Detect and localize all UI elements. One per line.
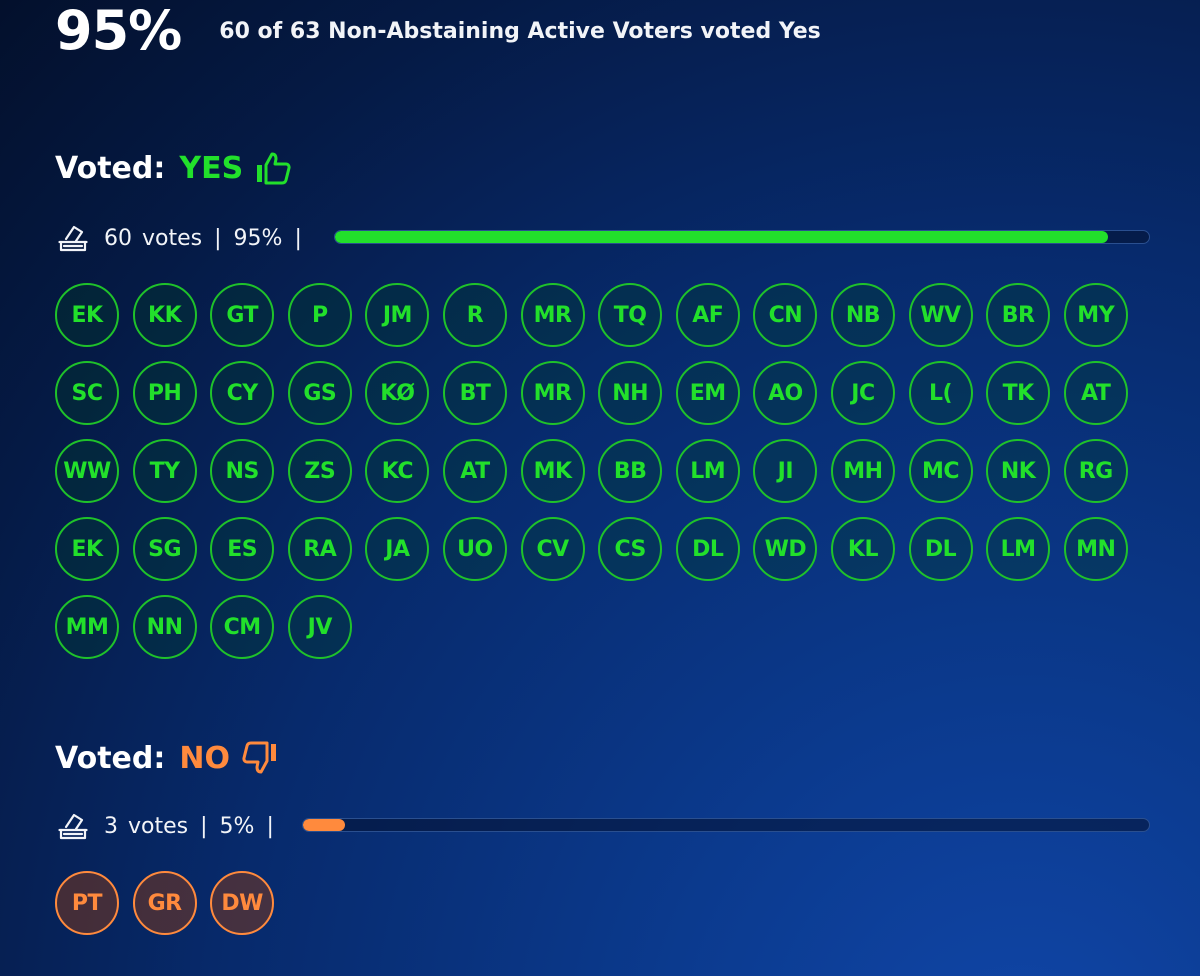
voted-label: Voted: — [55, 150, 166, 186]
yes-voter-chip[interactable]: LM — [675, 439, 740, 503]
yes-voter-chip[interactable]: JV — [287, 595, 352, 659]
yes-section-title: Voted: YES — [55, 148, 291, 188]
yes-voter-chip[interactable]: MH — [830, 439, 895, 503]
yes-voter-chip[interactable]: WV — [908, 283, 973, 347]
yes-voter-chip[interactable]: EK — [55, 283, 119, 347]
yes-voter-chip[interactable]: WD — [753, 517, 818, 581]
yes-voter-chip[interactable]: JC — [830, 361, 895, 425]
yes-voter-chip[interactable]: AF — [675, 283, 740, 347]
separator: | — [294, 225, 302, 251]
yes-progress-bar — [334, 230, 1150, 244]
separator: | — [214, 225, 222, 251]
yes-stats-row: 60 votes | 95% | — [58, 223, 314, 253]
yes-voter-chip[interactable]: CS — [598, 517, 663, 581]
yes-voter-chip[interactable]: NK — [986, 439, 1051, 503]
yes-voter-chip[interactable]: GT — [210, 283, 275, 347]
yes-voter-chip[interactable]: JA — [365, 517, 430, 581]
yes-voter-chip[interactable]: DL — [675, 517, 740, 581]
yes-voter-chip[interactable]: NH — [598, 361, 663, 425]
yes-voter-chip[interactable]: MY — [1063, 283, 1128, 347]
yes-votes-word: votes — [142, 225, 203, 251]
no-votes-word: votes — [128, 813, 189, 839]
separator: | — [266, 813, 274, 839]
yes-voter-chip[interactable]: NN — [132, 595, 197, 659]
yes-voter-chip[interactable]: CN — [753, 283, 818, 347]
yes-voter-chip[interactable]: MK — [520, 439, 585, 503]
ballot-box-icon — [58, 224, 88, 252]
result-percent: 95% — [55, 0, 182, 62]
yes-voter-chip[interactable]: WW — [55, 439, 119, 503]
yes-voter-chip[interactable]: NS — [210, 439, 275, 503]
no-vote-count: 3 — [104, 813, 118, 839]
yes-voter-chip[interactable]: BR — [986, 283, 1051, 347]
no-voter-chip[interactable]: DW — [210, 871, 275, 935]
yes-voter-grid: EK KK GT P JM R MR TQ AF CN NB WV BR MY SC PH CY GS KØ BT MR… — [55, 283, 1128, 659]
yes-voter-chip[interactable]: EM — [675, 361, 740, 425]
no-progress-bar — [302, 818, 1150, 832]
thumbs-up-icon — [255, 151, 291, 185]
yes-progress-fill — [335, 231, 1109, 243]
yes-voter-chip[interactable]: KC — [365, 439, 430, 503]
yes-voter-chip[interactable]: CY — [210, 361, 275, 425]
yes-voter-chip[interactable]: EK — [55, 517, 119, 581]
yes-voter-chip[interactable]: KK — [132, 283, 197, 347]
no-voter-chip[interactable]: PT — [55, 871, 119, 935]
ballot-box-icon — [58, 812, 88, 840]
yes-voter-chip[interactable]: AT — [1063, 361, 1128, 425]
yes-voter-chip[interactable]: DL — [908, 517, 973, 581]
yes-voter-chip[interactable]: UO — [442, 517, 507, 581]
yes-voter-chip[interactable]: MR — [520, 361, 585, 425]
thumbs-down-icon — [242, 741, 278, 775]
yes-voter-chip[interactable]: CV — [520, 517, 585, 581]
yes-voter-chip[interactable]: GS — [287, 361, 352, 425]
yes-voter-chip[interactable]: MM — [55, 595, 119, 659]
no-section-title: Voted: NO — [55, 738, 278, 778]
yes-voter-chip[interactable]: MN — [1063, 517, 1128, 581]
yes-voter-chip[interactable]: JM — [365, 283, 430, 347]
yes-voter-chip[interactable]: PH — [132, 361, 197, 425]
yes-voter-chip[interactable]: SC — [55, 361, 119, 425]
yes-voter-chip[interactable]: LM — [986, 517, 1051, 581]
yes-vote-percent: 95% — [233, 225, 283, 251]
yes-voter-chip[interactable]: RG — [1063, 439, 1128, 503]
yes-voter-chip[interactable]: ZS — [287, 439, 352, 503]
no-progress-fill — [303, 819, 346, 831]
yes-voter-chip[interactable]: ES — [210, 517, 275, 581]
yes-voter-chip[interactable]: AT — [442, 439, 507, 503]
yes-voter-chip[interactable]: L( — [908, 361, 973, 425]
yes-voter-chip[interactable]: TY — [132, 439, 197, 503]
yes-voter-chip[interactable]: MR — [520, 283, 585, 347]
yes-voter-chip[interactable]: SG — [132, 517, 197, 581]
yes-voter-chip[interactable]: RA — [287, 517, 352, 581]
yes-voter-chip[interactable]: BT — [442, 361, 507, 425]
no-vote-percent: 5% — [219, 813, 255, 839]
yes-voter-chip[interactable]: CM — [210, 595, 275, 659]
yes-vote-count: 60 — [104, 225, 132, 251]
yes-voter-chip[interactable]: R — [442, 283, 507, 347]
yes-voter-chip[interactable]: KØ — [365, 361, 430, 425]
no-voter-chip[interactable]: GR — [132, 871, 197, 935]
results-header: 95% 60 of 63 Non-Abstaining Active Voter… — [55, 0, 821, 62]
result-summary: 60 of 63 Non-Abstaining Active Voters vo… — [219, 18, 821, 44]
yes-voter-chip[interactable]: P — [287, 283, 352, 347]
no-choice-label: NO — [179, 740, 230, 776]
yes-voter-chip[interactable]: BB — [598, 439, 663, 503]
separator: | — [200, 813, 208, 839]
voted-label: Voted: — [55, 740, 166, 776]
yes-voter-chip[interactable]: TQ — [598, 283, 663, 347]
yes-voter-chip[interactable]: TK — [986, 361, 1051, 425]
yes-voter-chip[interactable]: JI — [753, 439, 818, 503]
no-voter-grid: PT GR DW — [55, 871, 1128, 935]
yes-voter-chip[interactable]: NB — [830, 283, 895, 347]
no-stats-row: 3 votes | 5% | — [58, 811, 286, 841]
yes-voter-chip[interactable]: MC — [908, 439, 973, 503]
yes-voter-chip[interactable]: KL — [830, 517, 895, 581]
yes-choice-label: YES — [179, 150, 244, 186]
yes-voter-chip[interactable]: AO — [753, 361, 818, 425]
